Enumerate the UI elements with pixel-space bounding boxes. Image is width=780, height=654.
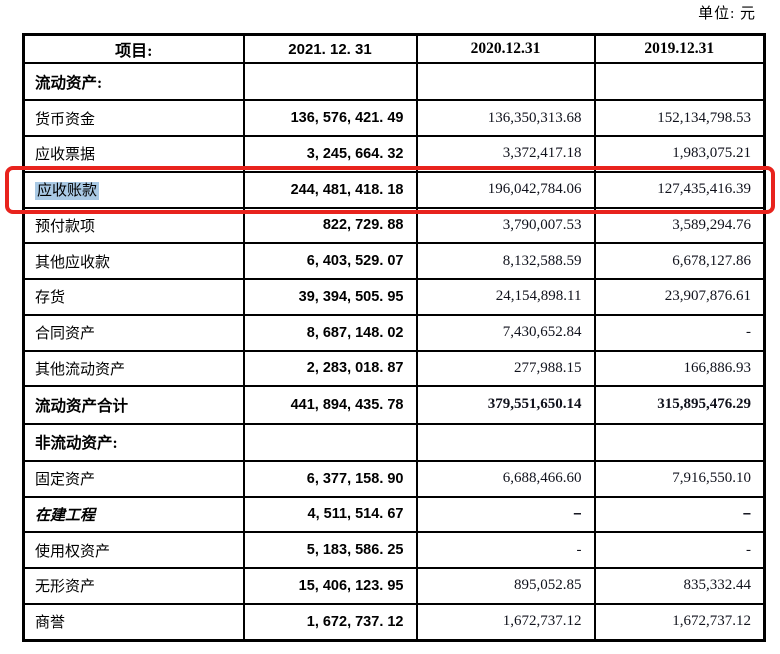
unit-label: 单位: 元: [698, 6, 756, 22]
table-row: 其他流动资产 2, 283, 018. 87 277,988.15 166,886.9…: [22, 349, 766, 388]
header-2020-column: 2020.12.31: [415, 33, 596, 64]
value-cell-2019: 127,435,416.39: [593, 170, 766, 209]
value-cell-2020: 3,790,007.53: [415, 206, 596, 245]
value-cell-2019: [593, 422, 766, 462]
row-label-cell: 使用权资产: [22, 531, 245, 570]
value-cell-2020: 24,154,898.11: [415, 278, 596, 316]
value-cell-2021: [242, 61, 418, 102]
value-cell-2019: -: [593, 313, 766, 352]
value-cell-2019: 1,983,075.21: [593, 134, 766, 173]
table-row: 应收账款 244, 481, 418. 18 196,042,784.06 127,4…: [22, 170, 766, 209]
row-label-cell: 其他应收款: [22, 242, 245, 281]
row-label-cell: 应收账款: [22, 170, 245, 209]
value-cell-2021: 39, 394, 505. 95: [242, 278, 418, 316]
value-cell-2021: 822, 729. 88: [242, 206, 418, 245]
table-row: 非流动资产:: [22, 422, 766, 462]
table-row: 固定资产 6, 377, 158. 90 6,688,466.60 7,916,550…: [22, 459, 766, 498]
table-row: 在建工程 4, 511, 514. 67– –: [22, 495, 766, 534]
financial-table: 项目: 2021. 12. 31 2020.12.31 2019.12.31 流…: [22, 33, 766, 642]
table-body: 流动资产: 货币资金 136, 576, 421. 49 136,350,313.68…: [22, 61, 766, 642]
value-cell-2020: [415, 422, 596, 462]
value-cell-2021: 1, 672, 737. 12: [242, 602, 418, 642]
value-cell-2019: 152,134,798.53: [593, 99, 766, 137]
value-cell-2020: –: [415, 495, 596, 534]
value-cell-2019: 835,332.44: [593, 567, 766, 605]
value-cell-2021: 2, 283, 018. 87: [242, 349, 418, 388]
value-cell-2020: 136,350,313.68: [415, 99, 596, 137]
value-cell-2020: 8,132,588.59: [415, 242, 596, 281]
value-cell-2019: 6,678,127.86: [593, 242, 766, 281]
value-cell-2021: 136, 576, 421. 49: [242, 99, 418, 137]
table-row: 流动资产:: [22, 61, 766, 102]
table-row: 使用权资产 5, 183, 586. 25- -: [22, 531, 766, 570]
row-label-cell: 无形资产: [22, 567, 245, 605]
row-label-cell: 非流动资产:: [22, 422, 245, 462]
row-label-cell: 流动资产合计: [22, 385, 245, 425]
header-item-column: 项目:: [22, 33, 245, 64]
value-cell-2021: 244, 481, 418. 18: [242, 170, 418, 209]
row-label-cell: 存货: [22, 278, 245, 316]
selected-text-highlight: 应收账款: [35, 182, 100, 201]
table-row: 应收票据 3, 245, 664. 32 3,372,417.18 1,983,075…: [22, 134, 766, 173]
table-row: 商誉 1, 672, 737. 12 1,672,737.12 1,672,737.1…: [22, 602, 766, 642]
row-label-cell: 应收票据: [22, 134, 245, 173]
row-label-cell: 合同资产: [22, 313, 245, 352]
value-cell-2021: 8, 687, 148. 02: [242, 313, 418, 352]
value-cell-2021: 6, 403, 529. 07: [242, 242, 418, 281]
value-cell-2021: 15, 406, 123. 95: [242, 567, 418, 605]
row-label-cell: 在建工程: [22, 495, 245, 534]
header-2021-column: 2021. 12. 31: [242, 33, 418, 64]
table-row: 货币资金 136, 576, 421. 49 136,350,313.68 152,1…: [22, 99, 766, 137]
value-cell-2019: 166,886.93: [593, 349, 766, 388]
value-cell-2019: –: [593, 495, 766, 534]
value-cell-2021: 6, 377, 158. 90: [242, 459, 418, 498]
value-cell-2021: 5, 183, 586. 25: [242, 531, 418, 570]
row-label-cell: 预付款项: [22, 206, 245, 245]
value-cell-2019: 1,672,737.12: [593, 602, 766, 642]
value-cell-2020: -: [415, 531, 596, 570]
value-cell-2019: 23,907,876.61: [593, 278, 766, 316]
row-label-cell: 商誉: [22, 602, 245, 642]
table-row: 无形资产 15, 406, 123. 95 895,052.85 835,332.44: [22, 567, 766, 605]
value-cell-2021: [242, 422, 418, 462]
value-cell-2020: 895,052.85: [415, 567, 596, 605]
value-cell-2021: 4, 511, 514. 67: [242, 495, 418, 534]
value-cell-2021: 3, 245, 664. 32: [242, 134, 418, 173]
table-row: 预付款项 822, 729. 88 3,790,007.53 3,589,294.76: [22, 206, 766, 245]
row-label-cell: 其他流动资产: [22, 349, 245, 388]
table-row: 其他应收款 6, 403, 529. 07 8,132,588.59 6,678,12…: [22, 242, 766, 281]
value-cell-2019: -: [593, 531, 766, 570]
value-cell-2020: [415, 61, 596, 102]
value-cell-2021: 441, 894, 435. 78: [242, 385, 418, 425]
table-header-row: 项目: 2021. 12. 31 2020.12.31 2019.12.31: [22, 33, 766, 64]
value-cell-2019: 7,916,550.10: [593, 459, 766, 498]
row-label-cell: 货币资金: [22, 99, 245, 137]
value-cell-2020: 277,988.15: [415, 349, 596, 388]
value-cell-2020: 1,672,737.12: [415, 602, 596, 642]
value-cell-2019: [593, 61, 766, 102]
table-row: 存货 39, 394, 505. 95 24,154,898.11 23,907,87…: [22, 278, 766, 316]
header-2019-column: 2019.12.31: [593, 33, 766, 64]
value-cell-2020: 379,551,650.14: [415, 385, 596, 425]
value-cell-2019: 315,895,476.29: [593, 385, 766, 425]
value-cell-2020: 3,372,417.18: [415, 134, 596, 173]
value-cell-2020: 196,042,784.06: [415, 170, 596, 209]
value-cell-2020: 7,430,652.84: [415, 313, 596, 352]
table-row: 流动资产合计 441, 894, 435. 78 379,551,650.14 315…: [22, 385, 766, 425]
row-label-cell: 固定资产: [22, 459, 245, 498]
row-label-cell: 流动资产:: [22, 61, 245, 102]
value-cell-2019: 3,589,294.76: [593, 206, 766, 245]
value-cell-2020: 6,688,466.60: [415, 459, 596, 498]
table-row: 合同资产 8, 687, 148. 02 7,430,652.84-: [22, 313, 766, 352]
